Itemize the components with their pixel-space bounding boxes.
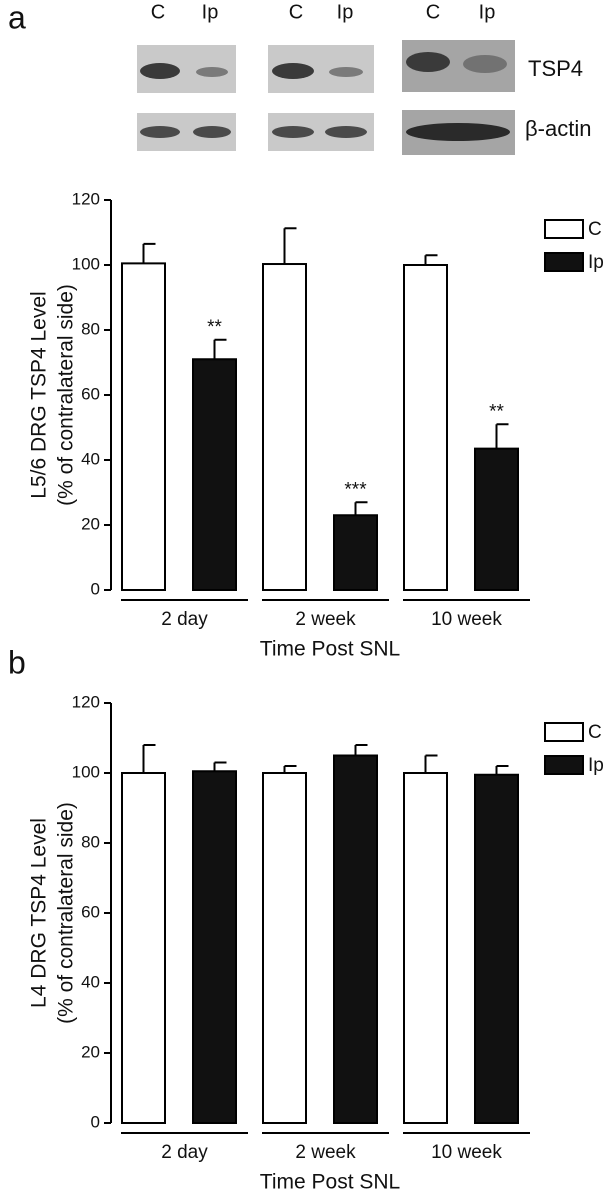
x-tick-label: 10 week: [431, 609, 502, 630]
blot-band: [463, 55, 507, 73]
x-tick-label: 10 week: [431, 1142, 502, 1163]
bar: [474, 447, 519, 591]
blot-band: [140, 63, 180, 79]
y-tick-label: 80: [81, 832, 100, 851]
y-tick-label: 100: [72, 762, 100, 781]
significance-label: **: [489, 401, 504, 422]
blot-band: [272, 126, 314, 138]
legend-swatch: [544, 219, 584, 239]
x-tick-label: 2 week: [295, 1142, 356, 1163]
bar: [262, 263, 307, 591]
lane-label: C: [151, 1, 165, 23]
blot-band: [140, 126, 180, 138]
lane-label: C: [289, 1, 303, 23]
y-tick-label: 60: [81, 384, 100, 403]
blot-band: [196, 67, 228, 77]
y-tick-label: 40: [81, 449, 100, 468]
legend-label: Ip: [588, 755, 604, 776]
legend-swatch: [544, 252, 584, 272]
lane-label: Ip: [202, 1, 219, 23]
y-tick-label: 120: [72, 189, 100, 208]
significance-label: ***: [344, 479, 367, 500]
blot-band: [329, 67, 363, 77]
bar: [121, 772, 166, 1124]
band-label: β-actin: [525, 116, 591, 141]
x-tick-label: 2 day: [161, 1142, 208, 1163]
bar: [403, 772, 448, 1124]
legend-swatch: [544, 755, 584, 775]
y-tick-label: 120: [72, 692, 100, 711]
x-axis-label: Time Post SNL: [260, 638, 400, 661]
panel-letter: b: [8, 644, 26, 680]
x-tick-label: 2 week: [295, 609, 356, 630]
y-tick-label: 20: [81, 1042, 100, 1061]
y-axis-label: (% of contralateral side): [55, 284, 78, 506]
blot-images: [137, 40, 515, 155]
bar: [474, 773, 519, 1124]
lane-label: C: [426, 1, 440, 23]
y-axis-label: L4 DRG TSP4 Level: [28, 818, 51, 1008]
lane-label: Ip: [479, 1, 496, 23]
x-tick-label: 2 day: [161, 609, 208, 630]
bar: [192, 770, 237, 1124]
y-tick-label: 0: [91, 579, 100, 598]
y-tick-label: 100: [72, 254, 100, 273]
legend-swatch: [544, 722, 584, 742]
legend-label: C: [588, 219, 602, 240]
y-tick-label: 60: [81, 902, 100, 921]
band-label: TSP4: [528, 56, 583, 81]
bar: [403, 264, 448, 591]
bar: [192, 358, 237, 591]
legend-label: C: [588, 722, 602, 743]
blot-band: [406, 52, 450, 72]
y-tick-label: 0: [91, 1112, 100, 1131]
blot-band: [325, 126, 367, 138]
y-tick-label: 40: [81, 972, 100, 991]
legend-label: Ip: [588, 252, 604, 273]
bar: [262, 772, 307, 1124]
y-tick-label: 80: [81, 319, 100, 338]
bar: [333, 514, 378, 591]
y-tick-label: 20: [81, 514, 100, 533]
bar: [333, 754, 378, 1124]
x-axis-label: Time Post SNL: [260, 1171, 400, 1194]
blot-band: [272, 63, 314, 79]
y-axis-label: (% of contralateral side): [55, 802, 78, 1024]
y-axis-label: L5/6 DRG TSP4 Level: [28, 291, 51, 498]
significance-label: **: [207, 317, 222, 338]
bar: [121, 262, 166, 591]
panel-letter: a: [8, 0, 26, 35]
lane-label: Ip: [337, 1, 354, 23]
blot-band: [406, 123, 510, 141]
blot-band: [193, 126, 231, 138]
